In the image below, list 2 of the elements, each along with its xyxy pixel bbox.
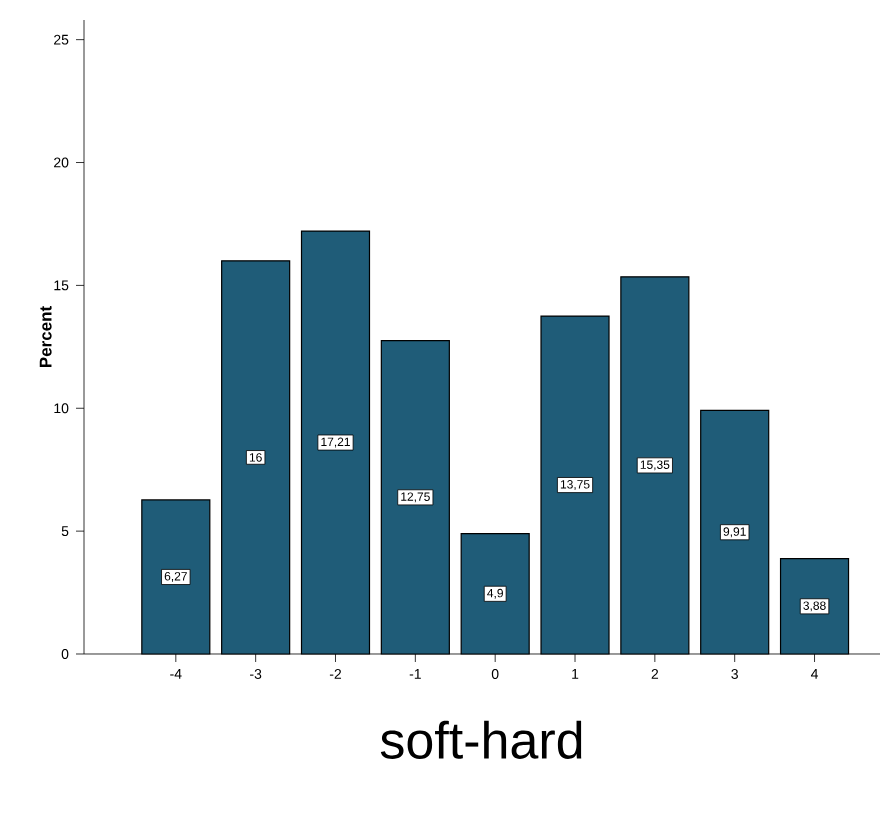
x-axis-title: soft-hard [380,720,582,759]
y-axis-title: Percent [39,306,52,368]
